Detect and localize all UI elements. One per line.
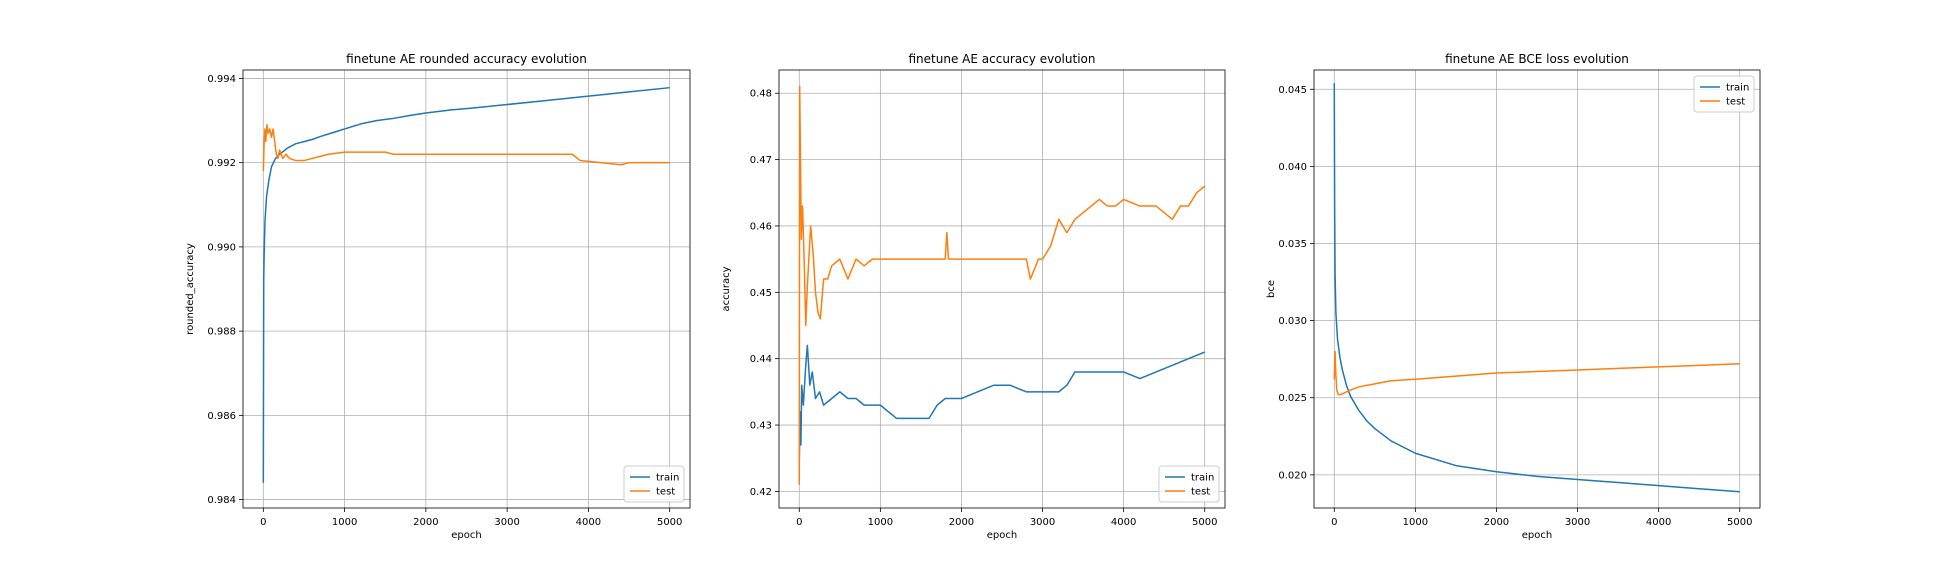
- y-tick-label: 0.44: [750, 354, 772, 365]
- legend-label-train: train: [656, 473, 679, 484]
- y-axis-label: bce: [1266, 280, 1277, 298]
- y-axis-label: rounded_accuracy: [185, 243, 196, 335]
- chart-panel-0: 0 1000 2000 3000 4000 5000 0.984 0.986 0.988 0.99…: [185, 52, 691, 541]
- y-tick-label: 0.48: [750, 89, 772, 100]
- legend: train test: [623, 465, 685, 503]
- legend-label-test: test: [1726, 97, 1745, 108]
- axes-frame: [242, 69, 691, 509]
- x-axis-label: epoch: [987, 530, 1017, 541]
- y-tick-label: 0.994: [207, 74, 236, 85]
- x-tick-label: 0: [260, 517, 266, 528]
- x-tick-label: 5000: [657, 517, 682, 528]
- chart-title: finetune AE rounded accuracy evolution: [346, 52, 587, 66]
- x-tick-label: 1000: [332, 517, 357, 528]
- x-tick-label: 2000: [1484, 517, 1509, 528]
- y-tick-label: 0.030: [1278, 316, 1307, 327]
- legend-label-test: test: [1191, 487, 1210, 498]
- y-tick-label: 0.035: [1278, 239, 1307, 250]
- x-tick-label: 0: [796, 517, 802, 528]
- y-tick-label: 0.990: [207, 242, 236, 253]
- y-tick-label: 0.45: [750, 288, 772, 299]
- legend-label-train: train: [1726, 83, 1749, 94]
- legend: train test: [1158, 465, 1220, 503]
- chart-title: finetune AE accuracy evolution: [909, 52, 1096, 66]
- x-tick-label: 1000: [868, 517, 893, 528]
- axes-frame: [778, 69, 1226, 509]
- y-tick-label: 0.46: [750, 221, 772, 232]
- series-line-test: [798, 85, 1206, 485]
- y-tick-label: 0.045: [1278, 85, 1307, 96]
- chart-panel-1: 0 1000 2000 3000 4000 5000 0.42 0.43 0.44 0.45 0.4…: [721, 52, 1226, 541]
- y-tick-label: 0.47: [750, 155, 772, 166]
- x-tick-label: 1000: [1403, 517, 1428, 528]
- x-tick-label: 4000: [1111, 517, 1136, 528]
- y-tick-label: 0.025: [1278, 393, 1307, 404]
- y-tick-label: 0.020: [1278, 470, 1307, 481]
- y-tick-label: 0.43: [750, 421, 772, 432]
- y-tick-label: 0.42: [750, 487, 772, 498]
- legend: train test: [1693, 75, 1755, 113]
- series-line-test: [262, 124, 670, 172]
- legend-frame: [623, 465, 685, 503]
- series-line-train: [1333, 83, 1740, 493]
- y-axis-label: accuracy: [721, 266, 732, 311]
- x-tick-label: 3000: [1030, 517, 1055, 528]
- x-tick-label: 5000: [1727, 517, 1752, 528]
- legend-label-train: train: [1191, 473, 1214, 484]
- x-tick-label: 4000: [576, 517, 601, 528]
- y-tick-label: 0.984: [207, 495, 236, 506]
- x-tick-label: 2000: [949, 517, 974, 528]
- series-line-train: [262, 86, 670, 483]
- y-tick-label: 0.986: [207, 411, 236, 422]
- y-tick-label: 0.988: [207, 327, 236, 338]
- x-tick-label: 2000: [413, 517, 438, 528]
- legend-frame: [1158, 465, 1220, 503]
- y-tick-label: 0.992: [207, 158, 236, 169]
- x-axis-label: epoch: [451, 530, 481, 541]
- legend-frame: [1693, 75, 1755, 113]
- axes-frame: [1313, 69, 1761, 509]
- y-tick-label: 0.040: [1278, 162, 1307, 173]
- series-line-train: [798, 344, 1206, 465]
- x-tick-label: 3000: [494, 517, 519, 528]
- series-line-test: [1333, 350, 1740, 396]
- x-axis-label: epoch: [1522, 530, 1552, 541]
- x-tick-label: 3000: [1565, 517, 1590, 528]
- x-tick-label: 4000: [1646, 517, 1671, 528]
- legend-label-test: test: [656, 487, 675, 498]
- x-tick-label: 0: [1331, 517, 1337, 528]
- chart-title: finetune AE BCE loss evolution: [1445, 52, 1629, 66]
- x-tick-label: 5000: [1192, 517, 1217, 528]
- chart-panel-2: 0 1000 2000 3000 4000 5000 0.020 0.025 0.030 0.03…: [1266, 52, 1761, 541]
